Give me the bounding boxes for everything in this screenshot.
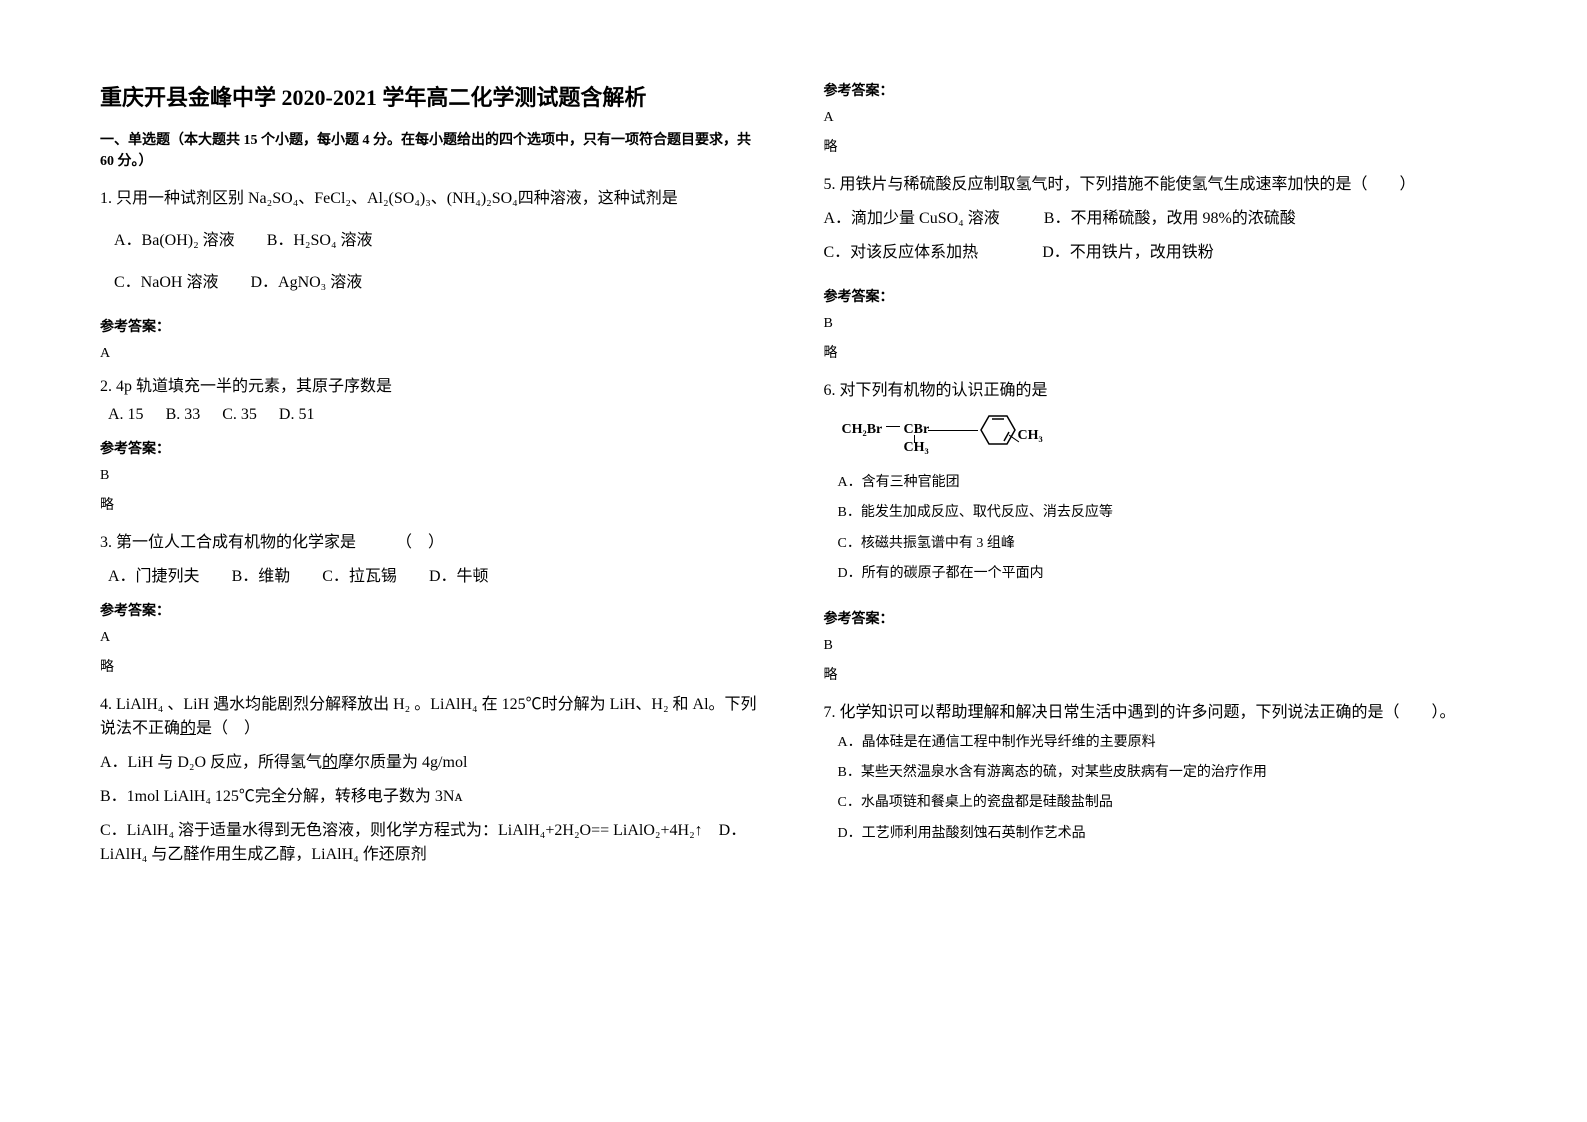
q1-opt-b: B．H₂SO₄ 溶液 [267,226,373,250]
q4-answer-label: 参考答案： [824,80,1488,100]
question-2: 2. 4p 轨道填充一半的元素，其原子序数是 A. 15 B. 33 C. 35… [100,372,764,424]
q6-text: 6. 对下列有机物的认识正确的是 [824,376,1488,400]
q3-text: 3. 第一位人工合成有机物的化学家是 （ ） [100,528,764,552]
q5-opt-b: B．不用稀硫酸，改用 98%的浓硫酸 [1044,204,1296,228]
q5-note: 略 [824,342,1488,362]
chem-ch2br: CH₂Br [842,422,883,438]
q4-text: 4. LiAlH₄ 、LiH 遇水均能剧烈分解释放出 H₂ 。LiAlH₄ 在 … [100,690,764,738]
q6-answer-label: 参考答案： [824,608,1488,628]
q6-note: 略 [824,664,1488,684]
chem-structure: CH₂Br CBr CH₃ CH₃ [842,412,1488,456]
q3-opt-c: C．拉瓦锡 [322,562,397,586]
left-column: 重庆开县金峰中学 2020-2021 学年高二化学测试题含解析 一、单选题（本大… [100,80,764,1082]
q5-options-row2: C．对该反应体系加热 D．不用铁片，改用铁粉 [824,238,1488,262]
q7-opt-b: B．某些天然温泉水含有游离态的硫，对某些皮肤病有一定的治疗作用 [838,762,1488,784]
q6-answer: B [824,638,1488,654]
q7-opt-a: A．晶体硅是在通信工程中制作光导纤维的主要原料 [838,732,1488,754]
q5-opt-d: D．不用铁片，改用铁粉 [1042,238,1214,262]
q1-text: 1. 只用一种试剂区别 Na₂SO₄、FeCl₂、Al₂(SO₄)₃、(NH₄)… [100,184,764,208]
q7-text: 7. 化学知识可以帮助理解和解决日常生活中遇到的许多问题，下列说法正确的是（ ）… [824,698,1488,722]
q4-opt-a: A．LiH 与 D₂O 反应，所得氢气的摩尔质量为 4g/mol [100,748,764,772]
q4-answer: A [824,110,1488,126]
q3-answer-label: 参考答案： [100,600,764,620]
question-3: 3. 第一位人工合成有机物的化学家是 （ ） A．门捷列夫 B．维勒 C．拉瓦锡… [100,528,764,586]
q2-options: A. 15 B. 33 C. 35 D. 51 [108,406,764,424]
q6-opt-c: C．核磁共振氢谱中有 3 组峰 [838,533,1488,555]
q2-answer-label: 参考答案： [100,438,764,458]
q3-opt-b: B．维勒 [232,562,291,586]
q1-opt-d: D．AgNO₃ 溶液 [250,268,362,292]
q4-text-post: 是（ ） [196,720,260,737]
q2-opt-a: A. 15 [108,406,144,424]
q4-note: 略 [824,136,1488,156]
q5-text: 5. 用铁片与稀硫酸反应制取氢气时，下列措施不能使氢气生成速率加快的是（ ） [824,170,1488,194]
q4-a-pre: A．LiH 与 D₂O 反应，所得氢气 [100,754,322,771]
q1-answer-label: 参考答案： [100,316,764,336]
q3-options: A．门捷列夫 B．维勒 C．拉瓦锡 D．牛顿 [108,562,764,586]
right-column: 参考答案： A 略 5. 用铁片与稀硫酸反应制取氢气时，下列措施不能使氢气生成速… [824,80,1488,1082]
q3-note: 略 [100,656,764,676]
section-header: 一、单选题（本大题共 15 个小题，每小题 4 分。在每小题给出的四个选项中，只… [100,130,764,172]
q4-text-link: 的 [180,720,196,737]
chem-ch3-lower: CH₃ [904,440,929,456]
q5-options-row1: A．滴加少量 CuSO₄ 溶液 B．不用稀硫酸，改用 98%的浓硫酸 [824,204,1488,228]
question-7: 7. 化学知识可以帮助理解和解决日常生活中遇到的许多问题，下列说法正确的是（ ）… [824,698,1488,854]
q1-options-row1: A．Ba(OH)₂ 溶液 B．H₂SO₄ 溶液 [114,226,764,250]
q6-opt-b: B．能发生加成反应、取代反应、消去反应等 [838,502,1488,524]
q7-opt-c: C．水晶项链和餐桌上的瓷盘都是硅酸盐制品 [838,792,1488,814]
q2-opt-c: C. 35 [222,406,257,424]
q4-a-link: 的 [322,754,338,771]
q4-opt-b: B．1mol LiAlH₄ 125℃完全分解，转移电子数为 3Nᴀ [100,782,764,806]
benzene-ring-icon [980,414,1016,446]
q1-answer: A [100,346,764,362]
question-4: 4. LiAlH₄ 、LiH 遇水均能剧烈分解释放出 H₂ 。LiAlH₄ 在 … [100,690,764,874]
q6-opt-a: A．含有三种官能团 [838,472,1488,494]
q2-note: 略 [100,494,764,514]
q1-opt-c: C．NaOH 溶液 [114,268,218,292]
q5-opt-c: C．对该反应体系加热 [824,238,979,262]
q2-text: 2. 4p 轨道填充一半的元素，其原子序数是 [100,372,764,396]
page-title: 重庆开县金峰中学 2020-2021 学年高二化学测试题含解析 [100,80,764,112]
chem-cbr: CBr [904,422,930,438]
question-1: 1. 只用一种试剂区别 Na₂SO₄、FeCl₂、Al₂(SO₄)₃、(NH₄)… [100,184,764,302]
q2-opt-b: B. 33 [166,406,201,424]
question-5: 5. 用铁片与稀硫酸反应制取氢气时，下列措施不能使氢气生成速率加快的是（ ） A… [824,170,1488,272]
chem-ch3-right: CH₃ [1018,428,1043,444]
q5-answer: B [824,316,1488,332]
q7-opt-d: D．工艺师利用盐酸刻蚀石英制作艺术品 [838,823,1488,845]
q4-opt-c: C．LiAlH₄ 溶于适量水得到无色溶液，则化学方程式为：LiAlH₄+2H₂O… [100,816,764,864]
q2-answer: B [100,468,764,484]
q3-opt-a: A．门捷列夫 [108,562,200,586]
q3-answer: A [100,630,764,646]
q2-opt-d: D. 51 [279,406,315,424]
q3-opt-d: D．牛顿 [429,562,489,586]
q6-opt-d: D．所有的碳原子都在一个平面内 [838,563,1488,585]
q5-answer-label: 参考答案： [824,286,1488,306]
chem-bond1 [886,426,900,427]
chem-bond2 [928,430,978,431]
question-6: 6. 对下列有机物的认识正确的是 CH₂Br CBr CH₃ CH₃ A．含有三… [824,376,1488,594]
q4-a-post: 摩尔质量为 4g/mol [338,754,467,771]
q1-options-row2: C．NaOH 溶液 D．AgNO₃ 溶液 [114,268,764,292]
q5-opt-a: A．滴加少量 CuSO₄ 溶液 [824,204,1000,228]
q1-opt-a: A．Ba(OH)₂ 溶液 [114,226,235,250]
